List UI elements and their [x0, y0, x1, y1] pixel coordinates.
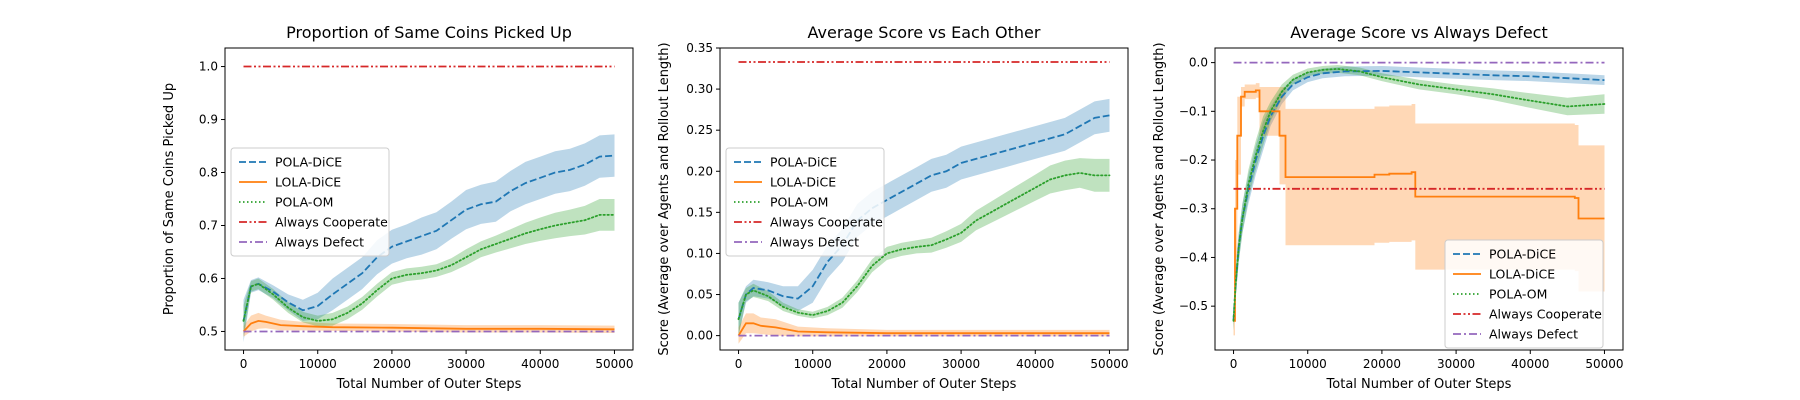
legend-label: Always Cooperate	[770, 215, 883, 230]
x-tick-label: 30000	[942, 357, 980, 371]
confidence-band	[243, 199, 615, 337]
confidence-band	[738, 313, 1110, 344]
x-tick-label: 50000	[595, 357, 633, 371]
series-line	[737, 114, 1110, 320]
legend-label: LOLA-DiCE	[1489, 267, 1555, 282]
y-tick-label: 0.05	[686, 288, 713, 302]
y-tick-label: −0.4	[1179, 250, 1208, 264]
y-tick-label: 0.8	[199, 166, 218, 180]
legend-label: POLA-DiCE	[770, 155, 837, 170]
legend: POLA-DiCE LOLA-DiCE POLA-OM Always Cooperat…	[230, 147, 390, 257]
x-axis-label: Total Number of Outer Steps	[831, 377, 1017, 392]
legend-label: POLA-OM	[275, 195, 333, 210]
y-tick-label: 0.7	[199, 218, 218, 232]
chart-panel-3: Average Score vs Always Defect 0 10000 2000…	[1152, 23, 1624, 392]
y-tick-label: 0.15	[686, 205, 713, 219]
x-tick-label: 40000	[1511, 357, 1549, 371]
y-tick-label: 0.30	[686, 82, 713, 96]
x-tick-label: 0	[735, 357, 743, 371]
y-tick-label: 0.9	[199, 113, 218, 127]
y-tick-label: 1.0	[199, 60, 218, 74]
confidence-band	[1233, 83, 1605, 336]
x-tick-label: 40000	[1016, 357, 1054, 371]
plot-frame	[224, 47, 634, 351]
y-tick-label: 0.6	[199, 271, 218, 285]
legend: POLA-DiCE LOLA-DiCE POLA-OM Always Cooperat…	[1444, 239, 1604, 349]
x-tick-label: 30000	[447, 357, 485, 371]
x-tick-label: 30000	[1437, 357, 1475, 371]
chart-title: Average Score vs Each Other	[808, 23, 1041, 42]
y-tick-label: 0.5	[199, 324, 218, 338]
legend-label: POLA-DiCE	[275, 155, 342, 170]
x-tick-label: 0	[1230, 357, 1238, 371]
plot-frame	[1214, 47, 1624, 351]
legend-label: Always Defect	[275, 235, 364, 250]
series-line	[737, 171, 1111, 321]
series-line	[242, 319, 615, 333]
chart-title: Average Score vs Always Defect	[1290, 23, 1547, 42]
y-tick-label: −0.2	[1179, 153, 1208, 167]
x-tick-label: 0	[240, 357, 248, 371]
series-line	[1232, 67, 1606, 322]
legend-label: Always Cooperate	[1489, 307, 1602, 322]
chart-title: Proportion of Same Coins Picked Up	[286, 23, 572, 42]
x-tick-label: 20000	[1363, 357, 1401, 371]
chart-panel-1: Proportion of Same Coins Picked Up 0 10000…	[162, 23, 634, 392]
y-tick-label: 0.25	[686, 123, 713, 137]
y-tick-label: 0.10	[686, 246, 713, 260]
y-axis-label: Proportion of Same Coins Picked Up	[162, 83, 177, 315]
x-tick-label: 10000	[794, 357, 832, 371]
series-line	[1232, 69, 1605, 321]
y-tick-label: −0.5	[1179, 299, 1208, 313]
legend-label: Always Cooperate	[275, 215, 388, 230]
y-axis-label: Score (Average over Agents and Rollout L…	[657, 42, 672, 355]
x-axis-label: Total Number of Outer Steps	[1326, 377, 1512, 392]
x-tick-label: 50000	[1090, 357, 1128, 371]
legend-label: Always Defect	[1489, 327, 1578, 342]
legend-label: LOLA-DiCE	[770, 175, 836, 190]
x-tick-label: 20000	[373, 357, 411, 371]
legend: POLA-DiCE LOLA-DiCE POLA-OM Always Cooperat…	[725, 147, 885, 257]
y-tick-label: 0.35	[686, 41, 713, 55]
legend-label: POLA-OM	[770, 195, 828, 210]
confidence-band	[243, 134, 615, 343]
legend-label: LOLA-DiCE	[275, 175, 341, 190]
x-tick-label: 10000	[299, 357, 337, 371]
x-tick-label: 20000	[868, 357, 906, 371]
series-line	[242, 154, 615, 322]
y-tick-label: 0.20	[686, 164, 713, 178]
x-tick-label: 50000	[1585, 357, 1623, 371]
series-line	[242, 214, 616, 322]
x-tick-label: 10000	[1289, 357, 1327, 371]
plot-frame	[719, 47, 1129, 351]
legend-label: POLA-DiCE	[1489, 247, 1556, 262]
y-tick-label: 0.00	[686, 329, 713, 343]
y-axis-label: Score (Average over Agents and Rollout L…	[1152, 42, 1167, 355]
y-tick-label: −0.1	[1179, 104, 1208, 118]
chart-panel-2: Average Score vs Each Other 0 10000 20000 30…	[657, 23, 1129, 392]
series-line	[737, 322, 1110, 337]
x-axis-label: Total Number of Outer Steps	[336, 377, 522, 392]
legend-label: Always Defect	[770, 235, 859, 250]
series-line	[1233, 89, 1605, 322]
y-tick-label: 0.0	[1189, 56, 1208, 70]
legend-label: POLA-OM	[1489, 287, 1547, 302]
x-tick-label: 40000	[521, 357, 559, 371]
confidence-band	[738, 98, 1110, 336]
y-tick-label: −0.3	[1179, 202, 1208, 216]
